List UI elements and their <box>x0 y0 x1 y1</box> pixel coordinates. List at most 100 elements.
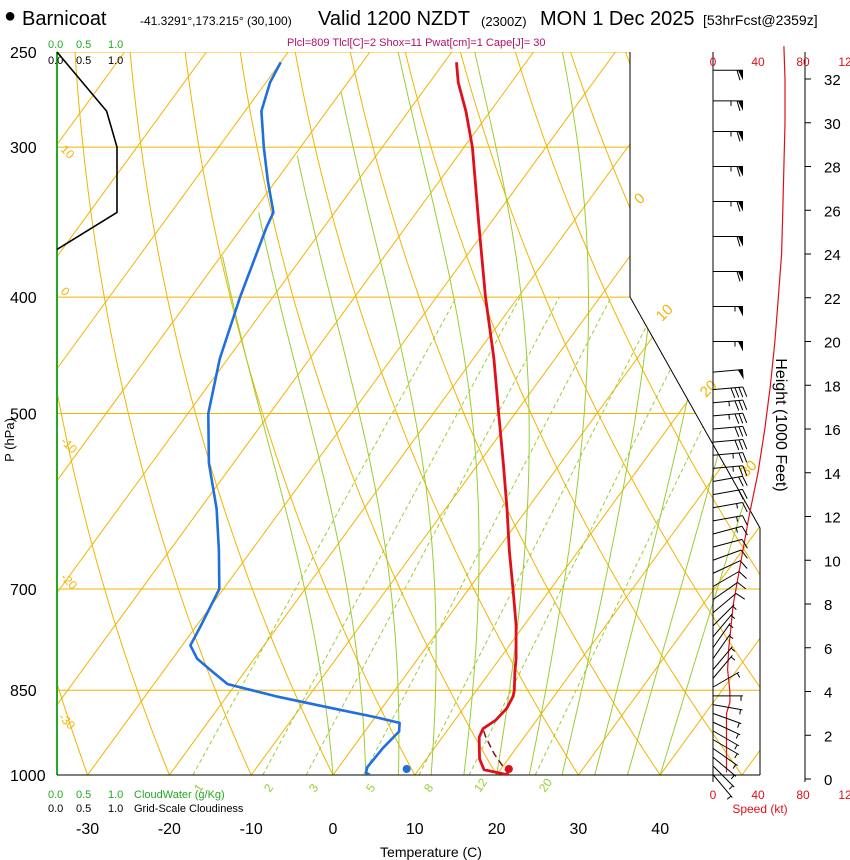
wind-barb-full <box>740 549 748 559</box>
wind-barb <box>712 730 740 750</box>
height-tick-label: 12 <box>824 510 841 527</box>
wind-barb-staff <box>712 538 743 548</box>
wind-barb-half <box>732 605 737 610</box>
wind-barb-half <box>735 527 738 533</box>
wind-barb-staff <box>712 765 735 788</box>
wind-barb <box>713 69 743 81</box>
wind-barb <box>712 633 734 659</box>
wind-barb <box>712 712 742 728</box>
surface-dewpoint-marker <box>402 765 411 773</box>
dry-adiabat-line <box>404 52 743 775</box>
wind-barb-staff <box>712 774 733 798</box>
wind-barb-staff <box>712 488 743 496</box>
wind-barb-full <box>730 387 736 398</box>
mixing-ratio-line <box>362 296 612 775</box>
wind-barb-staff <box>712 739 740 756</box>
wind-barb <box>712 721 741 739</box>
isotherm-line <box>57 52 207 775</box>
wind-barb-staff <box>712 560 741 574</box>
wind-barb-staff <box>712 730 740 747</box>
height-tick-label: 24 <box>824 247 841 264</box>
mixing-ratio-line <box>534 296 760 775</box>
wind-barb-full <box>734 413 740 424</box>
wind-barb-full <box>742 502 748 513</box>
wind-barb <box>713 271 743 282</box>
wind-barb-staff <box>712 604 735 627</box>
wind-barb <box>712 671 741 688</box>
speed-tick-label-bottom: 40 <box>751 788 765 802</box>
height-tick-label: 2 <box>824 728 832 745</box>
sounding-parameters: Plcl=809 Tlcl[C]=2 Shox=11 Pwat[cm]=1 Ca… <box>287 37 546 49</box>
wind-barb-half <box>736 672 741 678</box>
wind-barb <box>712 549 748 561</box>
dewpoint-profile-line <box>189 61 401 775</box>
height-tick-label: 10 <box>824 553 841 570</box>
wind-barb-full <box>742 386 748 397</box>
wind-barb-full <box>742 426 748 437</box>
wind-barb-staff <box>712 747 738 766</box>
wind-barb <box>713 100 743 112</box>
wind-barb-half <box>732 764 737 769</box>
wind-barb <box>712 739 740 759</box>
wind-barb <box>712 646 736 670</box>
cloudwater-label: CloudWater (g/Kg) <box>134 789 225 801</box>
wind-barb-staff <box>712 593 737 614</box>
wind-barb-staff <box>712 412 743 417</box>
height-tick-label: 28 <box>824 160 841 177</box>
dry-adiabat-line <box>846 52 850 775</box>
wind-barb <box>712 560 748 574</box>
y-tick-label: 400 <box>10 290 37 307</box>
wind-barb-pennant <box>737 369 744 380</box>
wind-barb-pennant <box>738 341 743 352</box>
moist-adiabat-line <box>528 52 589 775</box>
wind-barb <box>713 695 743 701</box>
wind-barb-pennant <box>738 131 743 142</box>
mixing-ratio-label: 12 <box>471 775 490 794</box>
wind-barb-full <box>741 539 748 549</box>
wind-barb-pennant <box>738 70 743 81</box>
wind-barb-staff <box>712 646 733 670</box>
wind-barb-staff <box>712 475 743 482</box>
utc-time: (2300Z) <box>481 14 527 29</box>
wind-barb-full <box>742 465 748 476</box>
wind-barb-full <box>742 399 748 411</box>
wind-barb-staff <box>712 571 740 587</box>
height-axis-title: Height (1000 Feet) <box>772 358 789 491</box>
wind-barb-half <box>737 722 740 728</box>
chart-frame <box>56 52 761 776</box>
mixing-ratio-line <box>192 296 458 775</box>
wind-barb <box>712 538 748 549</box>
wind-barb-full <box>736 131 741 142</box>
bottom-green-scale-label: 0.5 <box>76 789 91 801</box>
wind-barb <box>712 593 745 614</box>
dry-adiabat-line <box>459 52 760 775</box>
wind-barb-pennant <box>738 166 743 177</box>
height-tick-label: 20 <box>824 335 841 352</box>
height-tick-label: 16 <box>824 422 841 439</box>
wind-barb-staff <box>712 655 733 679</box>
speed-tick-label-top: 80 <box>796 55 810 69</box>
height-tick-label: 14 <box>824 466 841 483</box>
height-tick-label: 32 <box>824 72 841 89</box>
wind-barb <box>712 704 743 715</box>
wind-barb <box>712 369 744 380</box>
dry-adiabat-line <box>791 52 850 775</box>
mixing-ratio-line <box>262 296 521 775</box>
height-tick-label: 18 <box>824 378 841 395</box>
surface-markers <box>402 765 513 773</box>
wind-barb-full <box>736 201 741 212</box>
wind-barb <box>712 475 748 487</box>
wind-barb-staff <box>712 704 743 711</box>
mixing-ratio-label: 3 <box>306 781 321 795</box>
wind-barb-full <box>734 387 740 398</box>
isotherm-label: 10 <box>653 301 677 325</box>
wind-barb-full <box>736 100 741 112</box>
sounding-profiles <box>189 61 518 775</box>
wind-barb-half <box>730 614 736 619</box>
dry-adiabat-label: -30 <box>56 710 78 732</box>
wind-barb <box>713 306 743 317</box>
wind-barb <box>713 131 743 142</box>
top-green-scale-label: 0.5 <box>76 39 91 51</box>
